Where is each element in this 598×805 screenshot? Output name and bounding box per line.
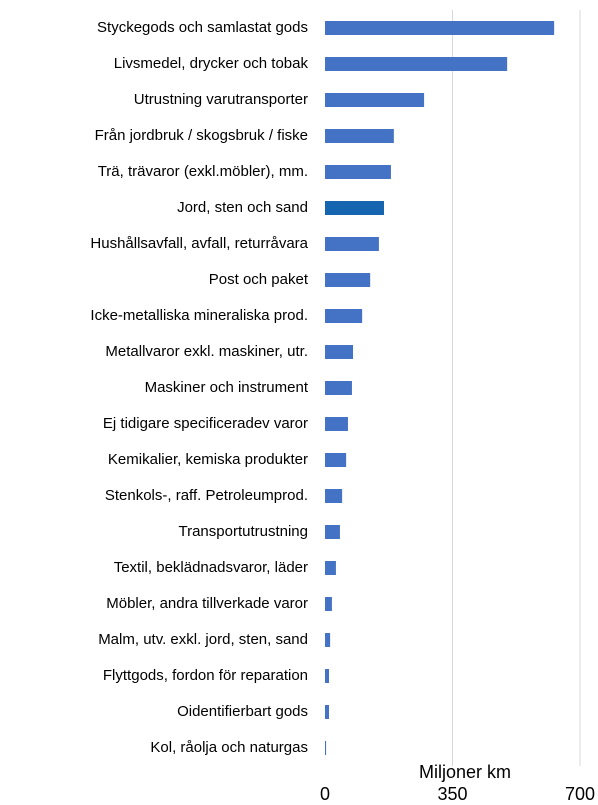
y-tick-label: Icke-metalliska mineraliska prod. <box>90 307 308 324</box>
y-tick-label: Jord, sten och sand <box>177 199 308 216</box>
y-tick-label: Kemikalier, kemiska produkter <box>108 451 308 468</box>
y-tick-label: Trä, trävaror (exkl.möbler), mm. <box>98 163 308 180</box>
bar <box>325 93 425 107</box>
bar <box>325 165 391 179</box>
y-tick-label: Stenkols-, raff. Petroleumprod. <box>105 487 308 504</box>
bar <box>325 597 332 611</box>
x-tick-label: 350 <box>437 784 467 804</box>
bar <box>325 21 555 35</box>
bar <box>325 561 336 575</box>
bar <box>325 273 371 287</box>
y-tick-label: Från jordbruk / skogsbruk / fiske <box>95 127 308 144</box>
bar <box>325 453 347 467</box>
y-tick-label: Transportutrustning <box>178 523 308 540</box>
bar <box>325 489 343 503</box>
bar <box>325 417 348 431</box>
y-tick-label: Malm, utv. exkl. jord, sten, sand <box>98 631 308 648</box>
y-tick-label: Maskiner och instrument <box>145 379 309 396</box>
x-tick-label: 700 <box>565 784 595 804</box>
y-tick-label: Oidentifierbart gods <box>177 703 308 720</box>
y-tick-label: Ej tidigare specificeradev varor <box>103 415 308 432</box>
y-tick-label: Hushållsavfall, avfall, returråvara <box>90 235 308 252</box>
y-tick-label: Metallvaror exkl. maskiner, utr. <box>105 343 308 360</box>
bar <box>325 741 327 755</box>
bar <box>325 237 379 251</box>
bar <box>325 345 354 359</box>
bar <box>325 129 394 143</box>
y-tick-label: Flyttgods, fordon för reparation <box>103 667 308 684</box>
y-tick-label: Livsmedel, drycker och tobak <box>114 55 309 72</box>
y-tick-label: Textil, beklädnadsvaror, läder <box>114 559 308 576</box>
bar <box>325 633 331 647</box>
x-tick-label: 0 <box>320 784 330 804</box>
bar <box>325 381 352 395</box>
bar <box>325 705 330 719</box>
bar <box>325 201 385 215</box>
x-axis-label: Miljoner km <box>419 762 511 782</box>
bar <box>325 525 340 539</box>
y-tick-label: Styckegods och samlastat gods <box>97 19 308 36</box>
bar <box>325 669 330 683</box>
bar <box>325 57 508 71</box>
y-tick-label: Utrustning varutransporter <box>134 91 308 108</box>
y-tick-label: Post och paket <box>209 271 309 288</box>
y-tick-label: Möbler, andra tillverkade varor <box>106 595 308 612</box>
bar <box>325 309 363 323</box>
y-tick-label: Kol, råolja och naturgas <box>150 739 308 756</box>
